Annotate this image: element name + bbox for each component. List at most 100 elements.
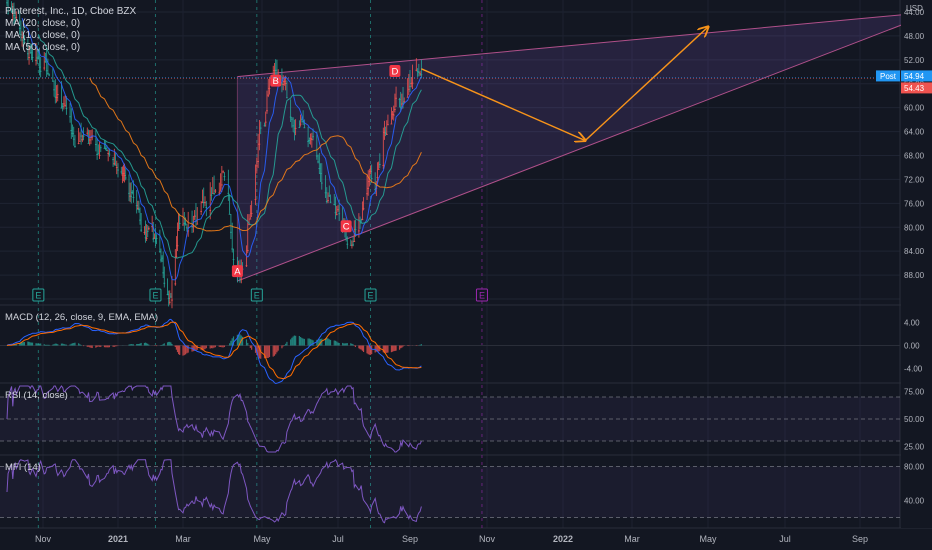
- candle-body: [338, 213, 341, 215]
- rsi-title[interactable]: RSI (14, close): [5, 390, 68, 401]
- candle-body: [138, 209, 140, 210]
- projection-arrows[interactable]: [421, 27, 708, 141]
- candle-body: [324, 192, 327, 194]
- wedge-upper-line: [237, 12, 932, 282]
- candle-body: [144, 237, 147, 239]
- candle-body: [320, 182, 323, 184]
- price-tick-label: 48.00: [904, 32, 925, 41]
- price-tick-label: 68.00: [904, 152, 925, 161]
- candle-body: [171, 299, 173, 301]
- mfi-title[interactable]: MFI (14): [5, 462, 41, 473]
- candle-body: [86, 132, 89, 134]
- candle-body: [367, 187, 370, 189]
- candle-body: [108, 153, 111, 155]
- candle-body: [167, 297, 170, 299]
- candle-body: [246, 249, 249, 251]
- candle-body: [122, 172, 125, 174]
- candle-body: [36, 57, 39, 59]
- pattern-label-c: C: [343, 222, 350, 233]
- candle-body: [329, 201, 332, 203]
- candle-body: [264, 121, 267, 123]
- candle-body: [298, 127, 301, 129]
- earnings-marker: E: [152, 291, 158, 301]
- candle-body: [353, 241, 356, 242]
- candle-body: [174, 283, 177, 285]
- ma20-legend[interactable]: MA (20, close, 0): [5, 18, 81, 29]
- candle-body: [368, 181, 371, 183]
- candle-body: [407, 88, 410, 90]
- candle-body: [193, 215, 196, 217]
- price-tick-label: 72.00: [904, 175, 925, 184]
- candle-body: [254, 199, 257, 200]
- candle-body: [120, 171, 123, 173]
- candle-body: [273, 70, 276, 72]
- candle-body: [345, 237, 348, 239]
- candle-body: [26, 53, 29, 55]
- candle-body: [284, 83, 287, 84]
- candle-body: [69, 116, 71, 118]
- macd-signal-line: [6, 321, 422, 380]
- macd-title[interactable]: MACD (12, 26, close, 9, EMA, EMA): [5, 312, 159, 323]
- candle-body: [315, 155, 318, 157]
- candle-body: [337, 209, 339, 211]
- macd-tick-label: 4.00: [904, 319, 920, 328]
- candle-body: [162, 272, 165, 274]
- candle-body: [112, 159, 114, 161]
- rsi-pane: [0, 385, 900, 453]
- earnings-marker: E: [368, 291, 374, 301]
- candle-body: [81, 139, 84, 141]
- candle-body: [139, 219, 141, 221]
- candle-body: [377, 169, 380, 170]
- candle-body: [90, 137, 92, 138]
- candle-body: [362, 208, 365, 210]
- symbol-title[interactable]: Pinterest, Inc., 1D, Cboe BZX: [5, 6, 137, 17]
- candle-body: [258, 143, 261, 145]
- candle-body: [192, 226, 195, 228]
- price-tick-label: 64.00: [904, 128, 925, 137]
- candle-body: [22, 39, 25, 41]
- candle-body: [20, 34, 22, 36]
- candle-body: [185, 227, 188, 229]
- candle-body: [403, 101, 406, 103]
- candle-body: [14, 17, 17, 19]
- candle-body: [289, 116, 292, 118]
- candle-body: [409, 86, 411, 87]
- ma10-legend[interactable]: MA (10, close, 0): [5, 30, 81, 41]
- moving-averages: [21, 17, 422, 281]
- post-tag-box: [876, 70, 900, 82]
- candle-body: [196, 223, 199, 225]
- candle-body: [65, 108, 68, 110]
- candle-body: [121, 174, 124, 176]
- candle-body: [211, 192, 214, 194]
- candle-body: [74, 145, 76, 147]
- pattern-label-box: [231, 265, 243, 278]
- candle-body: [63, 103, 65, 105]
- candle-body: [366, 193, 368, 195]
- candle-body: [55, 96, 58, 98]
- candle-body: [64, 104, 67, 106]
- candle-body: [391, 113, 394, 115]
- candle-body: [151, 225, 154, 227]
- candle-body: [383, 131, 386, 133]
- ma10-line: [21, 17, 422, 281]
- candle-body: [210, 194, 213, 196]
- time-tick-label: Mar: [624, 534, 640, 544]
- mfi-tick-label: 80.00: [904, 463, 925, 472]
- candle-body: [317, 161, 319, 163]
- falling-wedge-pattern[interactable]: [236, 11, 932, 282]
- candle-body: [21, 37, 23, 38]
- ma50-legend[interactable]: MA (50, close, 0): [5, 42, 81, 53]
- candle-body: [293, 131, 296, 133]
- candle-body: [309, 138, 312, 140]
- candle-body: [132, 197, 135, 199]
- candle-body: [255, 165, 258, 167]
- candle-body: [335, 213, 338, 215]
- time-axis[interactable]: Nov 2021 Mar May Jul Sep Nov 2022 Mar May Jul Sep: [35, 534, 868, 544]
- macd-tick-label: 0.00: [904, 342, 920, 351]
- candle-body: [44, 61, 47, 63]
- candle-body: [115, 166, 118, 168]
- candle-body: [6, 2, 8, 4]
- grid-lines: [0, 0, 932, 529]
- candle-body: [200, 210, 203, 212]
